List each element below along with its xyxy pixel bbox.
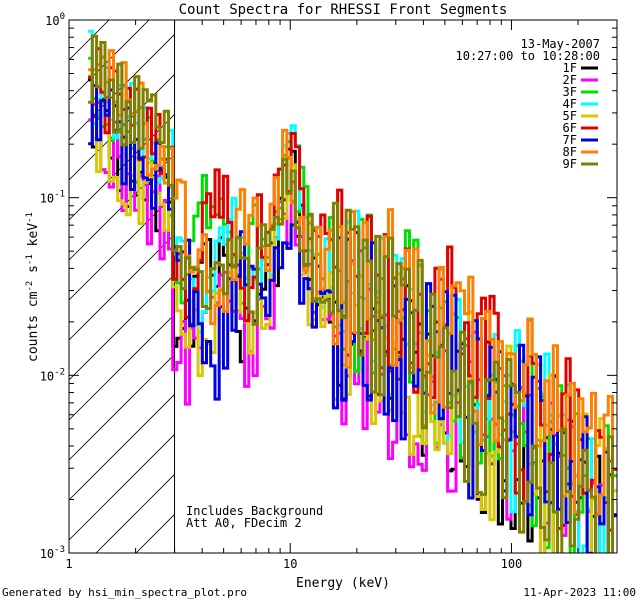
hatch-line [69,273,175,381]
footer-generated-by: Generated by hsi_min_spectra_plot.pro [2,586,247,599]
legend-label-2f: 2F [563,73,577,87]
legend-label-8f: 8F [563,145,577,159]
time-range: 10:27:00 to 10:28:00 [456,49,601,63]
annotation-background: Includes Background [186,504,323,518]
annotation-attenuator: Att A0, FDecim 2 [186,516,302,530]
series-line-8f [88,49,614,553]
hatch-line [69,433,175,541]
chart-title: Count Spectra for RHESSI Front Segments [179,2,508,18]
x-tick-label: 1 [65,557,72,571]
y-tick-label: 10-2 [40,367,65,383]
legend-label-9f: 9F [563,157,577,171]
series-line-9f [88,34,614,553]
legend-label-4f: 4F [563,97,577,111]
x-axis-label: Energy (keV) [296,576,390,591]
legend-label-7f: 7F [563,133,577,147]
hatch-line [69,353,175,461]
hatch-line [95,473,175,553]
observation-date: 13-May-2007 [521,37,600,51]
hatch-line [69,33,175,141]
y-axis-label: counts cm-2 s-1 keV-1 [25,212,41,362]
legend-label-5f: 5F [563,109,577,123]
hatch-line [69,393,175,501]
legend-label-1f: 1F [563,61,577,75]
series-line-7f [88,84,617,553]
legend-label-6f: 6F [563,121,577,135]
y-tick-label: 10-3 [40,545,65,561]
y-axis: 10-3 10-2 10-1 100 [40,12,617,561]
series-layer [88,29,617,553]
x-axis: 1 10 100 [65,20,618,571]
plot-frame [68,19,618,554]
legend-label-3f: 3F [563,85,577,99]
footer-timestamp: 11-Apr-2023 11:00 [523,586,636,599]
hatch-line [135,513,175,553]
x-tick-label: 100 [501,557,523,571]
y-tick-label: 100 [45,12,65,28]
hatch-line [69,313,175,421]
x-tick-label: 10 [283,557,297,571]
hatch-line [69,73,175,181]
y-tick-label: 10-1 [40,190,65,206]
